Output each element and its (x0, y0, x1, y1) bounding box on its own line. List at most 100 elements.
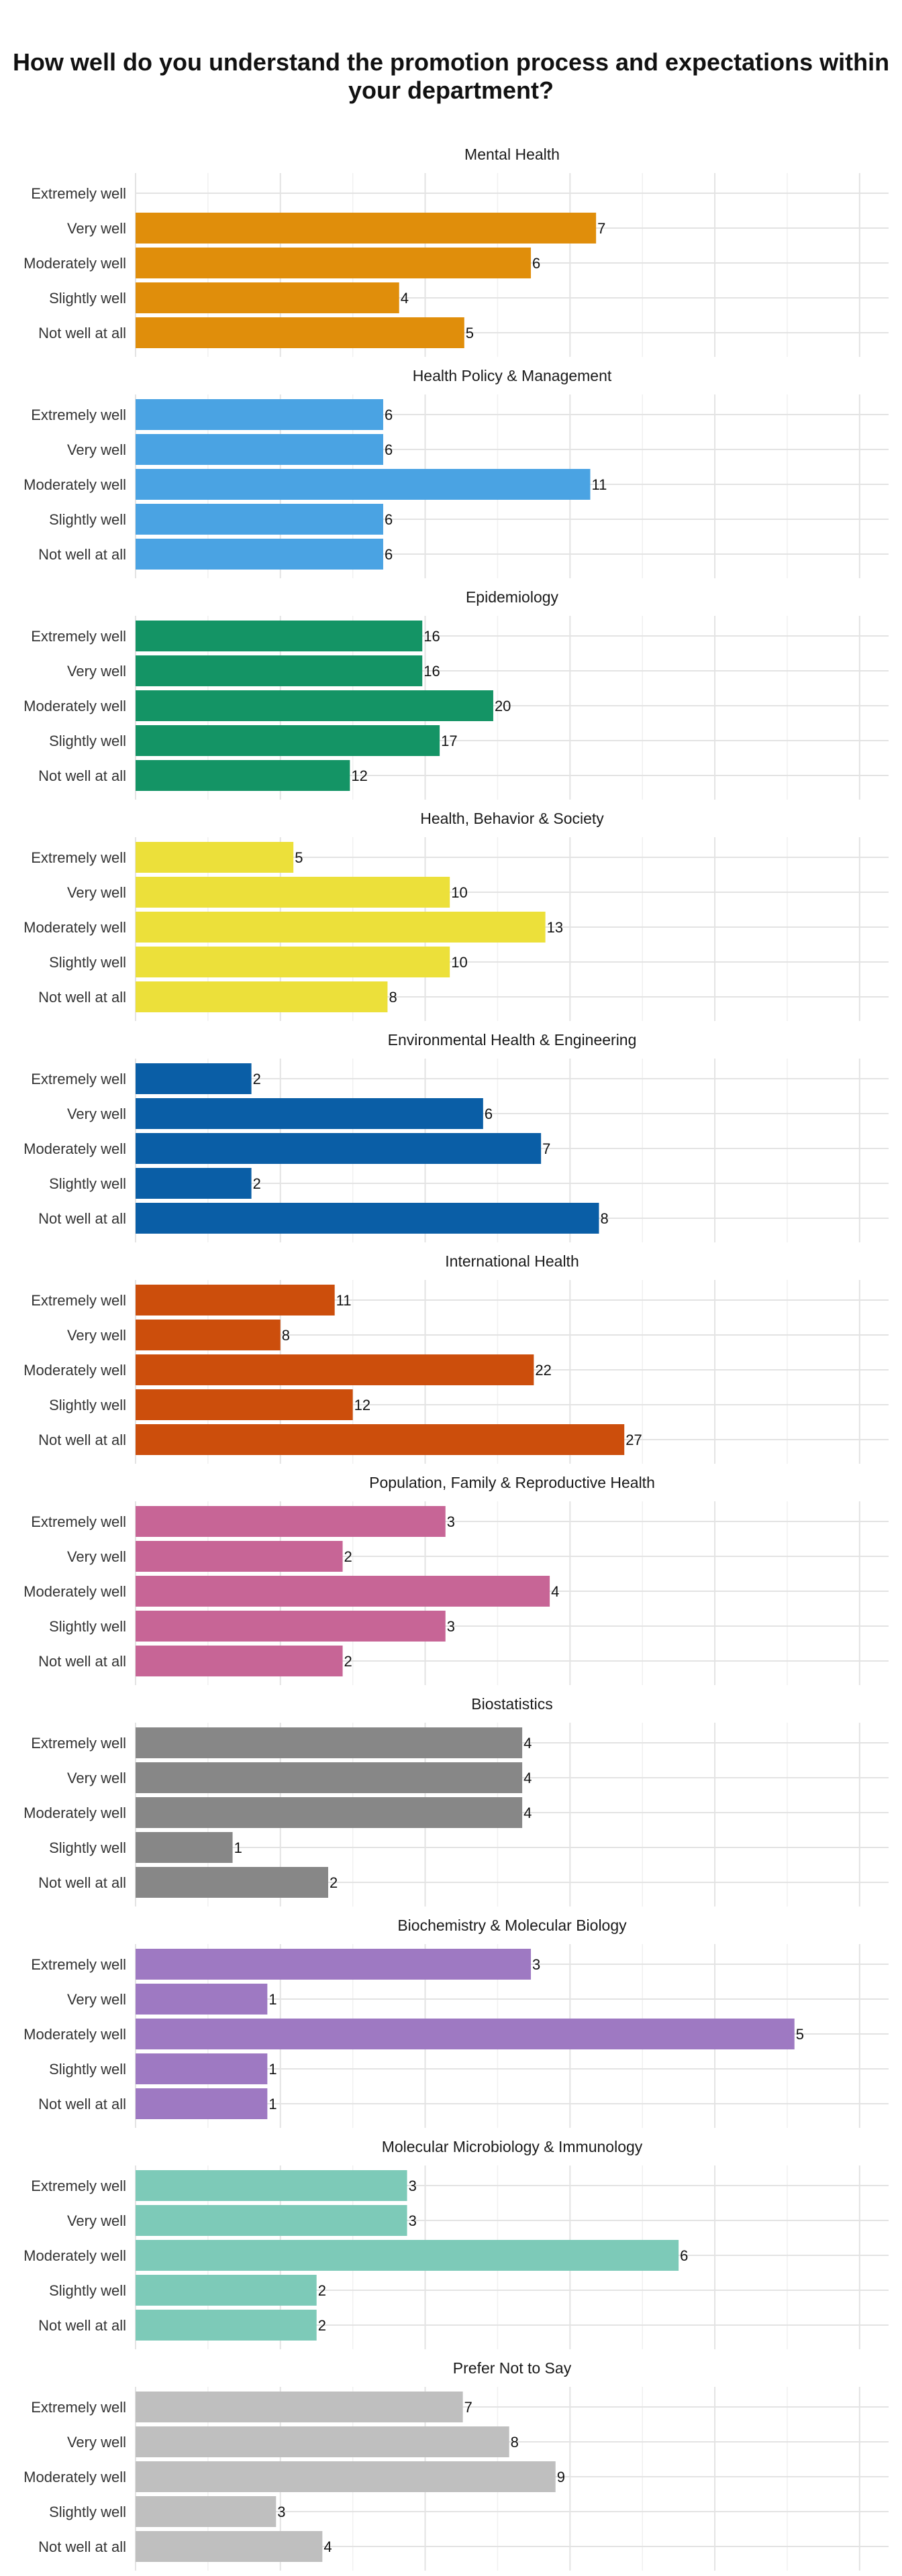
bar-value-label: 8 (389, 989, 397, 1006)
bar-value-label: 27 (625, 1432, 642, 1448)
bar-value-label: 7 (464, 2399, 472, 2416)
bar (136, 1424, 625, 1455)
bar (136, 2426, 509, 2457)
bar-value-label: 7 (597, 220, 605, 237)
category-label: Very well (67, 884, 126, 901)
category-label: Slightly well (49, 733, 126, 749)
bar (136, 2310, 317, 2341)
category-label: Very well (67, 1770, 126, 1786)
bar-value-label: 16 (423, 663, 440, 680)
category-label: Extremely well (31, 2178, 126, 2194)
category-label: Very well (67, 1548, 126, 1565)
bar (136, 434, 383, 465)
bar-value-label: 6 (385, 546, 393, 563)
bar-value-label: 4 (523, 1770, 532, 1786)
bar (136, 317, 464, 348)
panel-title: Mental Health (464, 146, 560, 163)
bar-value-label: 6 (385, 407, 393, 423)
category-label: Slightly well (49, 2504, 126, 2520)
bar (136, 1098, 483, 1129)
bar (136, 2461, 556, 2492)
bar-value-label: 2 (344, 1653, 352, 1670)
category-label: Very well (67, 2212, 126, 2229)
category-label: Not well at all (38, 989, 126, 1006)
bar (136, 1285, 335, 1316)
category-label: Very well (67, 2434, 126, 2451)
bar (136, 1133, 542, 1164)
bar (136, 248, 532, 278)
bar (136, 1984, 268, 2015)
category-label: Moderately well (23, 1362, 126, 1379)
bar (136, 1506, 446, 1537)
chart-title: How well do you understand the promotion… (12, 48, 890, 104)
category-label: Slightly well (49, 1839, 126, 1856)
bar-value-label: 3 (409, 2212, 417, 2229)
bar (136, 1541, 343, 1572)
category-label: Slightly well (49, 511, 126, 528)
bar (136, 282, 399, 313)
bar-value-label: 9 (557, 2469, 565, 2485)
bar-value-label: 1 (268, 2096, 277, 2112)
category-label: Extremely well (31, 185, 126, 202)
bar (136, 877, 450, 908)
bar-value-label: 10 (451, 884, 467, 901)
category-label: Slightly well (49, 954, 126, 971)
bar-value-label: 4 (323, 2538, 332, 2555)
category-label: Not well at all (38, 1210, 126, 1227)
panel-title: Population, Family & Reproductive Health (369, 1474, 655, 1491)
category-label: Very well (67, 1327, 126, 1344)
bar (136, 655, 423, 686)
bar (136, 1320, 281, 1350)
bar-value-label: 17 (441, 733, 457, 749)
bar (136, 912, 546, 943)
panel-title: Molecular Microbiology & Immunology (382, 2138, 643, 2155)
category-label: Not well at all (38, 767, 126, 784)
bar (136, 2392, 463, 2422)
category-label: Extremely well (31, 1513, 126, 1530)
bar-value-label: 1 (268, 1991, 277, 2008)
bar (136, 2240, 679, 2271)
bar-value-label: 2 (318, 2282, 326, 2299)
panel-title: Epidemiology (466, 588, 559, 606)
category-label: Not well at all (38, 546, 126, 563)
bar-value-label: 2 (253, 1071, 261, 1087)
bar (136, 399, 383, 430)
bar (136, 2019, 795, 2049)
bar-value-label: 5 (466, 325, 474, 341)
bar-value-label: 10 (451, 954, 467, 971)
bar (136, 1949, 532, 1980)
panel-title: Biostatistics (471, 1695, 552, 1713)
bar-value-label: 12 (354, 1397, 370, 1413)
bar-value-label: 1 (268, 2061, 277, 2078)
category-label: Slightly well (49, 1618, 126, 1635)
bar (136, 1354, 534, 1385)
category-label: Extremely well (31, 1735, 126, 1752)
category-label: Very well (67, 220, 126, 237)
category-label: Moderately well (23, 698, 126, 714)
bar-value-label: 4 (401, 290, 409, 307)
bar-value-label: 6 (680, 2247, 688, 2264)
category-label: Not well at all (38, 1653, 126, 1670)
category-label: Extremely well (31, 849, 126, 866)
bar (136, 842, 294, 873)
bar (136, 1832, 233, 1863)
category-label: Very well (67, 1106, 126, 1122)
bar (136, 725, 440, 756)
bar (136, 1389, 353, 1420)
category-label: Moderately well (23, 2247, 126, 2264)
bar (136, 539, 383, 570)
panel-title: Prefer Not to Say (453, 2359, 572, 2377)
bar (136, 760, 350, 791)
bar-value-label: 6 (385, 511, 393, 528)
category-label: Moderately well (23, 2026, 126, 2043)
bar (136, 621, 423, 651)
category-label: Extremely well (31, 1071, 126, 1087)
bar-value-label: 4 (523, 1805, 532, 1821)
bar-value-label: 5 (295, 849, 303, 866)
bar (136, 1203, 599, 1234)
category-label: Very well (67, 663, 126, 680)
bar-value-label: 20 (495, 698, 511, 714)
bar (136, 469, 591, 500)
bar (136, 2496, 277, 2527)
